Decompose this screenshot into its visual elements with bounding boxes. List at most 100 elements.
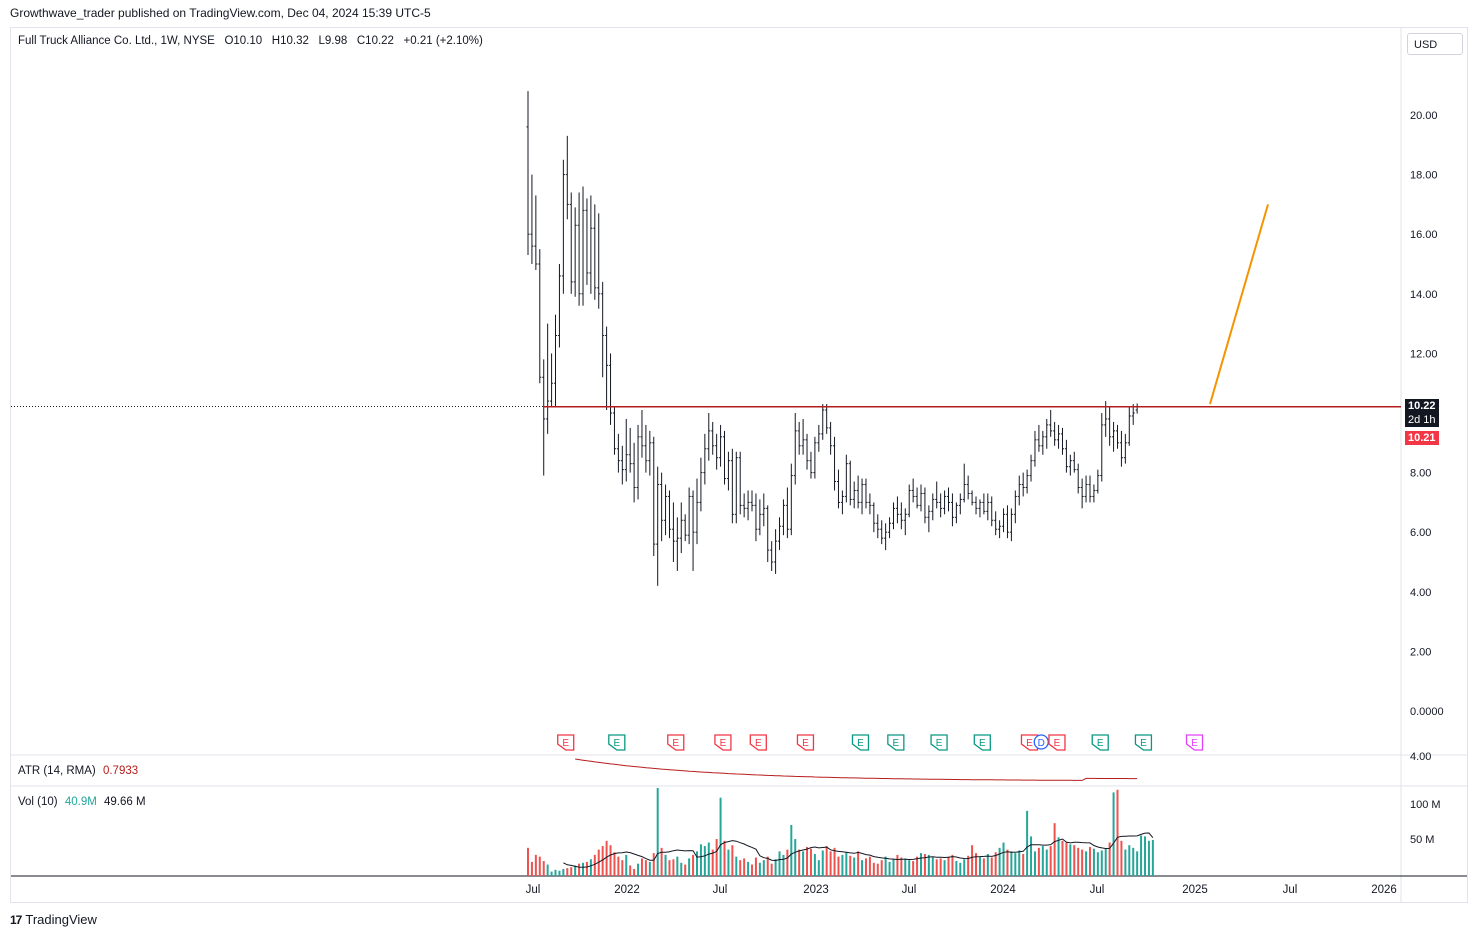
volume-bar (1100, 850, 1103, 876)
volume-bar (546, 864, 549, 876)
volume-bar (963, 859, 966, 876)
volume-bar (923, 854, 926, 876)
currency-button[interactable]: USD (1407, 33, 1463, 55)
volume-ma-line (563, 832, 1154, 868)
event-marker-label: E (672, 738, 679, 749)
volume-bar (817, 860, 820, 876)
volume-bar (751, 864, 754, 876)
volume-bar (904, 858, 907, 876)
volume-bar (609, 845, 612, 876)
volume-bar (880, 860, 883, 876)
volume-bar (809, 848, 812, 876)
volume-bar (629, 865, 632, 876)
volume-bar (758, 862, 761, 876)
event-marker-label: E (613, 738, 620, 749)
event-marker-label: E (1026, 738, 1033, 749)
volume-bar (1128, 845, 1131, 876)
volume-bar (990, 857, 993, 876)
volume-bar (931, 857, 934, 876)
volume-bar (770, 863, 773, 876)
volume-bar (542, 861, 545, 876)
time-axis-tick: Jul (1090, 884, 1105, 896)
volume-bar (574, 865, 577, 876)
earnings-marker-icon (608, 734, 626, 751)
event-marker-label: E (562, 738, 569, 749)
volume-bar (668, 860, 671, 876)
volume-bar (900, 857, 903, 876)
price-axis-tick: 18.00 (1410, 170, 1438, 182)
volume-bar (998, 847, 1001, 876)
volume-bar (1065, 842, 1068, 876)
volume-bar (672, 859, 675, 876)
volume-bar (1112, 792, 1115, 876)
volume-bar (699, 844, 702, 876)
earnings-marker-icon (851, 734, 870, 751)
volume-bar (754, 857, 757, 876)
volume-bar (703, 846, 706, 876)
earnings-marker-icon (930, 734, 948, 751)
volume-bar (1053, 823, 1056, 876)
time-axis-tick: Jul (526, 884, 541, 896)
volume-bar (982, 858, 985, 876)
volume-bar (554, 869, 557, 876)
volume-bar (935, 859, 938, 876)
volume-bar (1081, 849, 1084, 876)
volume-bar (1077, 847, 1080, 876)
volume-bar (872, 862, 875, 876)
volume-bar (747, 861, 750, 876)
volume-bar (908, 860, 911, 876)
volume-bar (605, 840, 608, 876)
earnings-marker-icon (1020, 734, 1039, 751)
volume-bar (589, 859, 592, 876)
volume-bar (633, 868, 636, 876)
volume-bar (648, 861, 651, 876)
earnings-marker-icon (557, 734, 575, 751)
event-marker-label: E (857, 738, 864, 749)
volume-bar (743, 858, 746, 876)
tradingview-logo-text: TradingView (25, 912, 97, 927)
volume-bar (912, 861, 915, 876)
tradingview-logo-icon: 17 (10, 912, 22, 927)
volume-bar (786, 849, 789, 876)
volume-bar (1104, 848, 1107, 876)
atr-line (575, 758, 1138, 781)
volume-bar (1151, 839, 1154, 876)
volume-bar (766, 856, 769, 876)
price-axis-tick: 20.00 (1410, 110, 1438, 122)
volume-bar (975, 853, 978, 876)
volume-bar (1116, 789, 1119, 876)
volume-bar (864, 858, 867, 876)
volume-bar (1069, 844, 1072, 876)
volume-bar (1002, 842, 1005, 876)
volume-bar (939, 858, 942, 876)
volume-bar (868, 856, 871, 876)
time-axis-tick: Jul (1283, 884, 1298, 896)
open-value: 10.10 (233, 35, 263, 47)
time-axis-tick: Jul (902, 884, 917, 896)
volume-bar (625, 854, 628, 876)
volume-bar (566, 868, 569, 876)
volume-bar (833, 847, 836, 876)
volume-bar (1006, 849, 1009, 876)
atr-label: ATR (14, RMA) (18, 765, 96, 777)
volume-bar (1057, 837, 1060, 876)
volume-bar (692, 854, 695, 876)
volume-bar (947, 856, 950, 876)
tradingview-footer[interactable]: 17 TradingView (10, 912, 97, 927)
volume-value: 40.9M (64, 796, 97, 808)
volume-bar (1037, 847, 1040, 876)
volume-bar (1033, 851, 1036, 876)
volume-bar (578, 863, 581, 876)
earnings-marker-icon (749, 734, 767, 751)
volume-bar (762, 860, 765, 876)
last-price-tag: 10.22 (1405, 399, 1439, 414)
earnings-marker-icon (796, 734, 815, 751)
volume-bar (660, 847, 663, 876)
volume-bar (1085, 851, 1088, 876)
volume-bar (853, 857, 856, 876)
volume-bar (1120, 840, 1123, 876)
volume-bar (1108, 842, 1111, 876)
volume-bar (774, 859, 777, 876)
event-marker-label: E (1140, 738, 1147, 749)
